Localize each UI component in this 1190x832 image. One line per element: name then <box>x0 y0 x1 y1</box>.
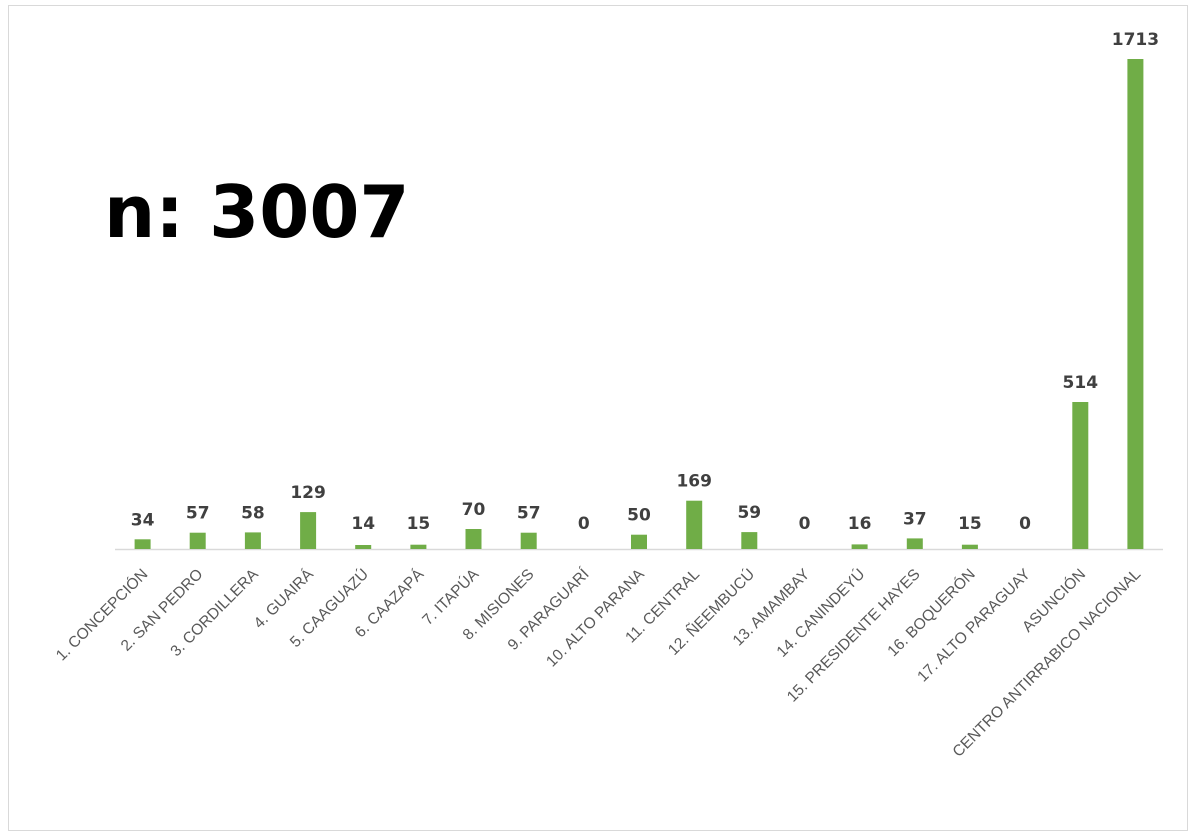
bars-group <box>134 59 1144 549</box>
bar-5 <box>355 545 372 549</box>
bar-16 <box>961 544 978 549</box>
chart-frame <box>8 5 1188 831</box>
bar-1 <box>134 539 151 549</box>
category-label: 17. ALTO PARAGUAY <box>914 566 1034 686</box>
category-label: 1. CONCEPCIÓN <box>53 566 152 665</box>
bar-19 <box>1127 59 1144 549</box>
value-label: 59 <box>737 503 761 523</box>
value-label: 0 <box>1019 514 1031 534</box>
bar-18 <box>1072 402 1089 549</box>
value-label: 50 <box>627 506 651 526</box>
bar-7 <box>465 529 482 549</box>
category-label: 10. ALTO PARANA <box>543 565 648 670</box>
sample-size-annotation: n: 3007 <box>104 170 410 254</box>
bar-8 <box>520 532 537 549</box>
bar-15 <box>906 538 923 549</box>
value-label: 14 <box>351 514 375 534</box>
value-label: 514 <box>1063 373 1099 393</box>
value-label: 15 <box>407 514 431 534</box>
value-label: 129 <box>290 483 326 503</box>
bar-4 <box>300 512 317 549</box>
value-labels-group: 34 57 58 129 14 15 70 57 0 50 169 59 0 16 37 15 0 514 1713 <box>131 30 1159 534</box>
value-label: 15 <box>958 514 982 534</box>
bar-12 <box>741 532 758 549</box>
value-label: 37 <box>903 509 927 529</box>
value-label: 16 <box>848 514 872 534</box>
value-label: 34 <box>131 510 155 530</box>
bar-14 <box>851 544 868 549</box>
value-label: 0 <box>799 514 811 534</box>
bar-2 <box>189 532 206 549</box>
bar-6 <box>410 544 427 549</box>
value-label: 1713 <box>1112 30 1159 50</box>
value-label: 70 <box>462 500 486 520</box>
bar-10 <box>631 534 647 549</box>
value-label: 0 <box>578 514 590 534</box>
value-label: 169 <box>676 472 712 492</box>
bar-11 <box>686 500 703 549</box>
value-label: 57 <box>186 504 210 524</box>
bar-3 <box>244 532 261 549</box>
value-label: 58 <box>241 503 265 523</box>
value-label: 57 <box>517 504 541 524</box>
